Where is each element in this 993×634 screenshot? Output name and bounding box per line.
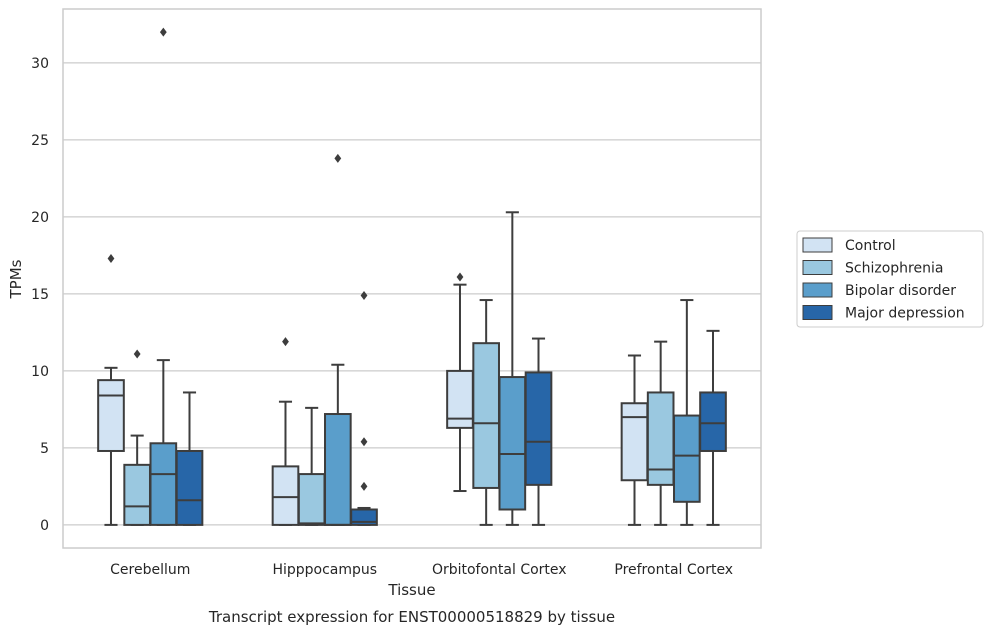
box-schizophrenia [646, 340, 675, 526]
y-tick-label: 25 [31, 133, 49, 149]
legend-swatch [802, 260, 833, 275]
outlier-marker [360, 290, 368, 300]
x-tick-label: Prefrontal Cortex [614, 562, 733, 578]
box-iqr [498, 376, 527, 511]
box-bipolar-disorder [498, 211, 527, 526]
outlier-marker [159, 27, 167, 37]
plot-frame [62, 8, 762, 549]
x-axis-ticks: Cerebellum Hipppocampus Orbitofontal Corte… [110, 562, 733, 578]
box-iqr [149, 442, 178, 526]
outlier-marker [334, 153, 342, 163]
legend-items: Control Schizophrenia Bipolar disorder Majo… [802, 237, 965, 322]
grid-layer [63, 62, 761, 526]
y-tick-label: 20 [31, 210, 49, 226]
y-tick-label: 30 [31, 56, 49, 72]
y-tick-label: 5 [40, 441, 49, 457]
box-control [446, 272, 474, 493]
box-control [271, 337, 300, 526]
box-major-depression [350, 290, 378, 526]
outlier-marker [360, 437, 368, 447]
box-iqr [699, 391, 727, 452]
box-iqr [620, 402, 649, 482]
x-tick-label: Hipppocampus [272, 562, 377, 578]
box-iqr [123, 463, 151, 526]
box-iqr [324, 413, 352, 526]
legend: Control Schizophrenia Bipolar disorder Majo… [796, 230, 984, 328]
box-major-depression [699, 329, 727, 526]
box-control [620, 354, 649, 526]
outlier-marker [282, 337, 289, 347]
box-bipolar-disorder [673, 299, 701, 526]
box-schizophrenia [297, 406, 326, 526]
box-iqr [472, 342, 500, 489]
x-axis-title: Tissue [387, 581, 435, 599]
y-tick-label: 15 [31, 287, 49, 303]
legend-label: Bipolar disorder [845, 283, 956, 299]
outlier-marker [107, 253, 115, 263]
box-schizophrenia [472, 299, 500, 526]
box-major-depression [175, 391, 204, 526]
boxes-layer [97, 27, 727, 526]
box-iqr [97, 379, 125, 452]
y-axis-ticks: 0 5 10 15 20 25 30 [31, 56, 49, 534]
legend-label: Control [845, 238, 896, 254]
outlier-marker [456, 272, 464, 282]
outlier-marker [133, 349, 141, 359]
y-axis-title: TPMs [7, 259, 25, 299]
x-tick-label: Orbitofontal Cortex [432, 562, 567, 578]
box-schizophrenia [123, 349, 151, 526]
legend-label: Schizophrenia [845, 261, 943, 277]
box-iqr [175, 449, 204, 526]
plot-area-border [62, 8, 762, 549]
legend-label: Major depression [845, 306, 965, 322]
box-bipolar-disorder [324, 153, 352, 526]
box-major-depression [524, 337, 553, 526]
legend-swatch [802, 282, 833, 298]
box-iqr [271, 465, 300, 526]
box-iqr [524, 371, 553, 486]
y-tick-label: 10 [31, 364, 49, 380]
legend-swatch [802, 237, 833, 253]
legend-swatch [802, 305, 833, 320]
y-tick-label: 0 [40, 518, 49, 534]
box-iqr [673, 414, 701, 503]
outlier-marker [360, 481, 368, 491]
x-tick-label: Cerebellum [110, 562, 190, 578]
legend-frame [796, 230, 984, 328]
box-bipolar-disorder [149, 27, 178, 526]
box-iqr [646, 391, 675, 486]
box-iqr [297, 473, 326, 526]
chart-caption: Transcript expression for ENST0000051882… [208, 608, 615, 626]
box-control [97, 253, 125, 526]
